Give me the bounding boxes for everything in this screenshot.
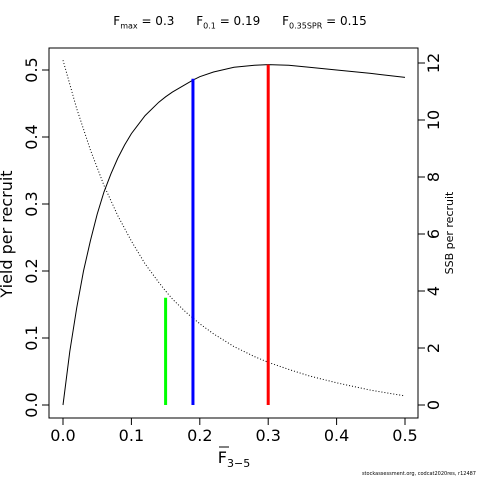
x-axis-label-sub: 3−5 — [227, 457, 250, 470]
y-left-axis-label: Yield per recruit — [0, 170, 16, 298]
x-tick-label: 0.2 — [187, 426, 212, 445]
plot-frame — [48, 47, 419, 419]
x-axis-label: F3−5 — [218, 448, 250, 470]
y-left-tick-label: 0.3 — [22, 191, 41, 216]
x-tick-label: 0.3 — [255, 426, 280, 445]
y-right-axis-label: SSB per recruit — [443, 191, 456, 274]
title-f01: F0.1 = 0.19 — [196, 14, 261, 31]
y-right-tick-label: 10 — [424, 110, 443, 130]
y-left-tick-label: 0.0 — [22, 392, 41, 417]
y-right-tick-label: 2 — [424, 343, 443, 353]
y-left-tick-label: 0.5 — [22, 57, 41, 82]
title-f035spr: F0.35SPR = 0.15 — [282, 14, 367, 31]
title-fmax: Fmax = 0.3 — [113, 14, 175, 31]
source-footer: stockassessment.org, codcat2020res, r124… — [361, 471, 476, 477]
y-left-tick-label: 0.4 — [22, 124, 41, 149]
y-right-tick-label: 4 — [424, 286, 443, 296]
x-tick-label: 0.0 — [50, 426, 75, 445]
y-left-tick-label: 0.2 — [22, 258, 41, 283]
y-right-tick-label: 8 — [424, 172, 443, 182]
x-tick-label: 0.4 — [324, 426, 349, 445]
ssb-per-recruit-line — [62, 60, 406, 397]
x-tick-label: 0.1 — [119, 426, 144, 445]
y-right-tick-label: 6 — [424, 229, 443, 239]
x-tick-label: 0.5 — [392, 426, 417, 445]
y-right-tick-label: 0 — [424, 400, 443, 410]
chart-title: Fmax = 0.3 F0.1 = 0.19 F0.35SPR = 0.15 — [0, 14, 480, 30]
y-right-tick-label: 12 — [424, 53, 443, 73]
yield-per-recruit-line — [62, 64, 406, 406]
x-axis-label-main: F — [218, 448, 227, 467]
y-left-tick-label: 0.1 — [22, 325, 41, 350]
